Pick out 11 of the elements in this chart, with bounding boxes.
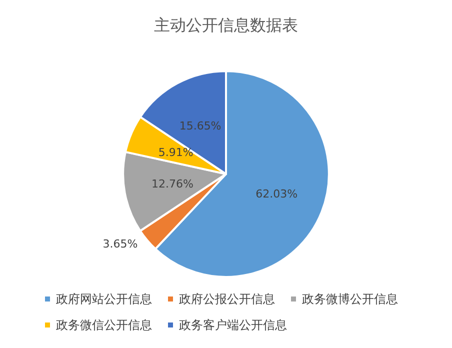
legend-label: 政务微信公开信息 [56,318,152,332]
legend-label: 政务微博公开信息 [302,292,398,306]
legend-label: 政府网站公开信息 [56,292,152,306]
data-label: 12.76% [151,178,194,191]
legend-label: 政务客户端公开信息 [179,318,287,332]
data-label: 5.91% [158,146,194,160]
legend-label: 政府公报公开信息 [179,292,275,306]
data-label: 15.65% [179,119,222,132]
data-label: 62.03% [256,188,298,201]
data-label: 3.65% [102,238,138,251]
chart-title: 主动公开信息数据表 [154,16,298,34]
